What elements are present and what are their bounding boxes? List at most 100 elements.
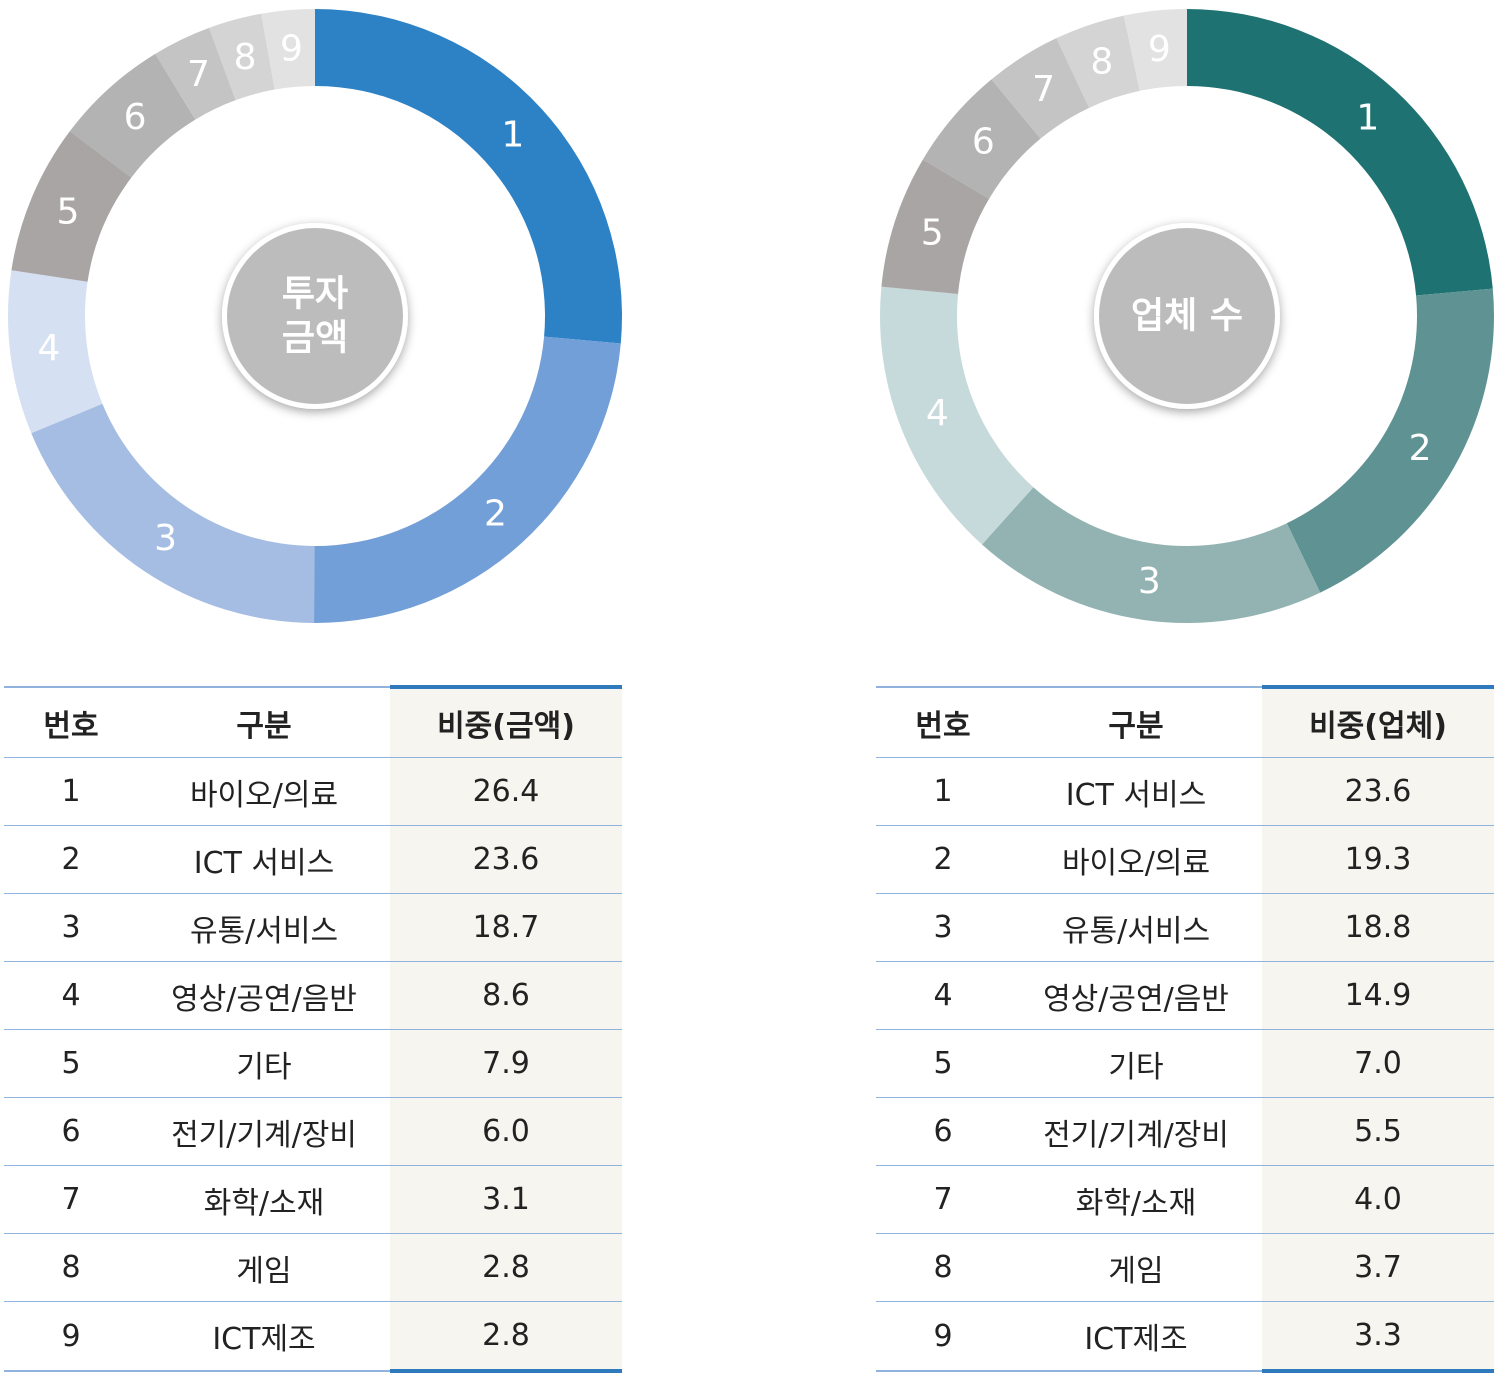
cell-number: 6 — [4, 1097, 138, 1166]
cell-number: 5 — [876, 1029, 1010, 1098]
investment-share-table: 번호 구분 비중(금액) 1 바이오/의료 26.4 2 ICT 서비스 23.6 3 유통/… — [4, 685, 622, 1373]
donut-slice-3 — [981, 487, 1321, 623]
cell-category: 전기/기계/장비 — [138, 1097, 390, 1166]
donut-slice-2 — [1286, 288, 1494, 593]
donut-slice-6 — [922, 79, 1041, 199]
cell-number: 2 — [4, 825, 138, 894]
cell-number: 2 — [876, 825, 1010, 894]
table-row: 3 유통/서비스 18.7 — [4, 893, 622, 962]
table-row: 9 ICT제조 2.8 — [4, 1301, 622, 1373]
cell-share: 3.1 — [390, 1165, 622, 1234]
slice-label-3: 3 — [154, 518, 177, 559]
cell-category: ICT제조 — [1010, 1301, 1262, 1372]
header-share: 비중(업체) — [1262, 685, 1494, 758]
table-row: 1 ICT 서비스 23.6 — [876, 757, 1494, 826]
donut-slice-7 — [991, 38, 1090, 139]
cell-number: 7 — [876, 1165, 1010, 1234]
slice-label-9: 9 — [280, 29, 303, 70]
center-label: 금액 — [282, 318, 348, 359]
table-header-row: 번호 구분 비중(금액) — [4, 685, 622, 758]
cell-category: ICT 서비스 — [138, 825, 390, 894]
donut-slice-4 — [7, 270, 103, 434]
slice-label-8: 8 — [234, 37, 257, 78]
donut-slice-3 — [31, 403, 315, 623]
investment-panel: 1 2 3 4 5 6 7 8 9 투자 금액 번호 구분 비중(금액) 1 바이오/의료 26.4 2 I… — [4, 0, 626, 1385]
cell-share: 2.8 — [390, 1301, 622, 1373]
cell-share: 8.6 — [390, 961, 622, 1030]
cell-number: 3 — [876, 893, 1010, 962]
cell-number: 9 — [876, 1301, 1010, 1372]
cell-share: 7.0 — [1262, 1029, 1494, 1098]
cell-share: 23.6 — [390, 825, 622, 894]
cell-category: 게임 — [138, 1233, 390, 1302]
table-row: 7 화학/소재 3.1 — [4, 1165, 622, 1234]
table-row: 7 화학/소재 4.0 — [876, 1165, 1494, 1234]
cell-category: 바이오/의료 — [138, 757, 390, 826]
slice-label-5: 5 — [921, 212, 944, 253]
cell-number: 5 — [4, 1029, 138, 1098]
donut-slice-9 — [261, 9, 315, 90]
header-number: 번호 — [4, 686, 138, 758]
company-count-panel: 1 2 3 4 5 6 7 8 9 업체 수 번호 구분 비중(업체) 1 ICT 서비스 23.6 2… — [876, 0, 1498, 1385]
cell-share: 19.3 — [1262, 825, 1494, 894]
slice-label-2: 2 — [1409, 428, 1432, 469]
donut-slice-5 — [881, 159, 990, 295]
donut-slice-1 — [1187, 9, 1493, 296]
cell-share: 4.0 — [1262, 1165, 1494, 1234]
cell-share: 23.6 — [1262, 757, 1494, 826]
table-row: 4 영상/공연/음반 8.6 — [4, 961, 622, 1030]
header-category: 구분 — [138, 686, 390, 758]
header-number: 번호 — [876, 686, 1010, 758]
table-row: 1 바이오/의료 26.4 — [4, 757, 622, 826]
slice-label-2: 2 — [484, 494, 507, 535]
cell-number: 1 — [4, 757, 138, 826]
cell-category: 기타 — [1010, 1029, 1262, 1098]
cell-share: 2.8 — [390, 1233, 622, 1302]
donut-slice-1 — [315, 9, 623, 344]
center-label: 업체 수 — [1131, 296, 1243, 337]
table-row: 9 ICT제조 3.3 — [876, 1301, 1494, 1373]
company-count-donut-chart: 1 2 3 4 5 678 9 업체 수 — [880, 9, 1494, 623]
cell-number: 4 — [876, 961, 1010, 1030]
donut-slice-2 — [314, 336, 621, 623]
table-row: 8 게임 2.8 — [4, 1233, 622, 1302]
donut-slice-9 — [1123, 9, 1187, 91]
slice-label-7: 7 — [187, 54, 210, 95]
cell-category: 게임 — [1010, 1233, 1262, 1302]
cell-number: 4 — [4, 961, 138, 1030]
slice-label-6: 6 — [124, 97, 147, 138]
donut-slice-4 — [880, 286, 1034, 545]
center-label: 투자 — [282, 274, 348, 315]
table-row: 5 기타 7.0 — [876, 1029, 1494, 1098]
slice-label-4: 4 — [38, 328, 61, 369]
cell-number: 6 — [876, 1097, 1010, 1166]
cell-share: 14.9 — [1262, 961, 1494, 1030]
slice-label-7: 7 — [1032, 69, 1055, 110]
cell-category: 바이오/의료 — [1010, 825, 1262, 894]
cell-category: 전기/기계/장비 — [1010, 1097, 1262, 1166]
cell-number: 9 — [4, 1301, 138, 1372]
cell-share: 26.4 — [390, 757, 622, 826]
table-row: 2 바이오/의료 19.3 — [876, 825, 1494, 894]
slice-label-9: 9 — [1148, 29, 1171, 70]
donut-slice-7 — [155, 27, 236, 120]
cell-number: 8 — [876, 1233, 1010, 1302]
cell-share: 3.7 — [1262, 1233, 1494, 1302]
cell-share: 18.7 — [390, 893, 622, 962]
donut-slice-8 — [209, 13, 275, 101]
center-badge — [227, 228, 403, 404]
center-badge — [1099, 228, 1275, 404]
slice-label-1: 1 — [1356, 98, 1379, 139]
table-row: 6 전기/기계/장비 6.0 — [4, 1097, 622, 1166]
donut-slice-6 — [69, 53, 196, 178]
cell-number: 3 — [4, 893, 138, 962]
donut-slice-8 — [1056, 15, 1140, 108]
cell-share: 18.8 — [1262, 893, 1494, 962]
cell-category: ICT제조 — [138, 1301, 390, 1372]
table-row: 6 전기/기계/장비 5.5 — [876, 1097, 1494, 1166]
cell-share: 7.9 — [390, 1029, 622, 1098]
cell-category: ICT 서비스 — [1010, 757, 1262, 826]
header-share: 비중(금액) — [390, 685, 622, 758]
cell-category: 화학/소재 — [138, 1165, 390, 1234]
cell-category: 기타 — [138, 1029, 390, 1098]
